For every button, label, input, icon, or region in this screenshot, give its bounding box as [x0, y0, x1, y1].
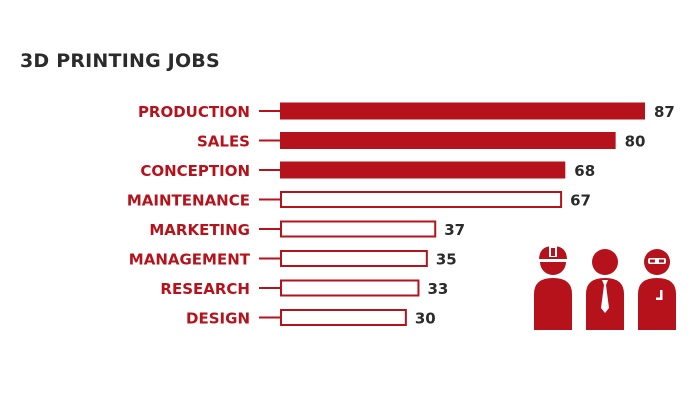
workers-illustration	[534, 244, 676, 330]
category-label-sales: SALES	[197, 133, 250, 151]
chart-title: 3D PRINTING JOBS	[20, 50, 220, 72]
bar-production	[280, 102, 645, 120]
value-label-production: 87	[654, 103, 675, 121]
bar-maintenance	[280, 191, 563, 208]
value-label-conception: 68	[574, 162, 595, 180]
value-label-management: 35	[436, 251, 457, 269]
value-label-marketing: 37	[444, 221, 465, 239]
category-label-management: MANAGEMENT	[129, 251, 251, 269]
construction-worker-icon	[534, 244, 572, 330]
category-label-maintenance: MAINTENANCE	[127, 192, 250, 210]
category-label-design: DESIGN	[186, 310, 250, 328]
category-label-research: RESEARCH	[160, 280, 250, 298]
value-label-maintenance: 67	[570, 192, 591, 210]
bar-management	[280, 250, 428, 267]
bar-research	[280, 279, 420, 297]
bar-marketing	[280, 220, 437, 238]
value-label-sales: 80	[625, 133, 646, 151]
value-label-research: 33	[427, 280, 448, 298]
category-label-marketing: MARKETING	[149, 221, 250, 239]
category-label-production: PRODUCTION	[138, 103, 250, 121]
engineer-icon	[638, 249, 676, 330]
value-label-design: 30	[415, 310, 436, 328]
bar-sales	[280, 132, 616, 149]
bar-conception	[280, 161, 566, 179]
bar-design	[280, 309, 407, 326]
businessman-icon	[586, 249, 624, 330]
category-label-conception: CONCEPTION	[140, 162, 250, 180]
